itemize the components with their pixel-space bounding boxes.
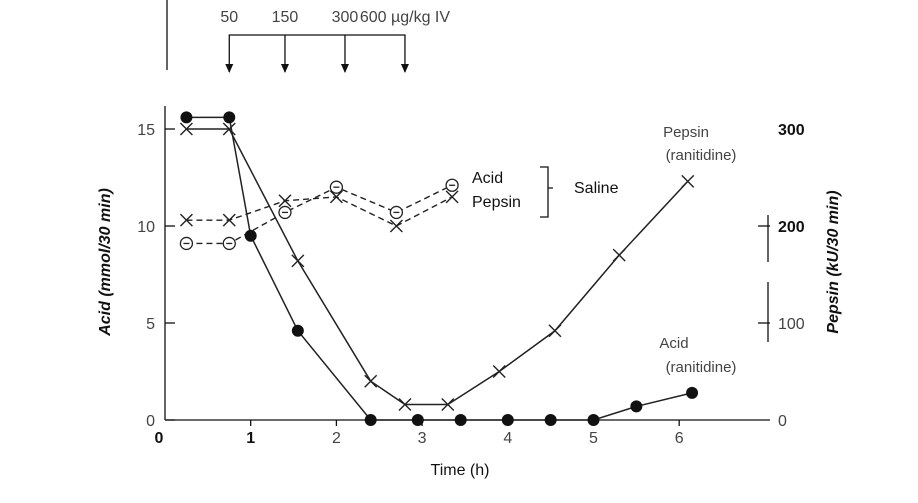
- x-tick-label: 2: [332, 430, 341, 447]
- dose-label: 50: [220, 9, 238, 26]
- series-label-acid-ranitidine-line1: Acid: [659, 335, 688, 352]
- data-point-cross: [179, 213, 193, 227]
- data-point-cross: [445, 190, 459, 204]
- data-point-filled: [364, 414, 377, 426]
- dose-annotation: 50 150 300 600 µg/kg IV: [220, 9, 450, 73]
- data-point-open: [329, 180, 344, 194]
- x-tick-label: 3: [418, 430, 427, 447]
- data-point-cross: [389, 219, 403, 233]
- data-point-cross: [681, 174, 695, 188]
- y-right-tick-label: 200: [778, 219, 805, 236]
- x-tick-label: 6: [675, 430, 684, 447]
- series-line: [186, 116, 693, 421]
- data-point-open: [445, 178, 459, 192]
- data-point-filled: [630, 400, 643, 413]
- data-point-cross: [291, 254, 305, 268]
- data-point-filled: [501, 414, 514, 426]
- data-point-filled: [291, 324, 304, 337]
- dose-label: 600 µg/kg IV: [360, 9, 450, 26]
- x-tick-label: 4: [503, 430, 512, 447]
- data-point-cross: [278, 194, 292, 208]
- saline-bracket: [540, 166, 553, 218]
- data-point-cross: [441, 397, 455, 411]
- dose-bracket: [228, 34, 406, 72]
- y-left-tick-label: 10: [137, 219, 155, 236]
- x-tick-label: 0: [155, 430, 164, 447]
- data-point-filled: [411, 414, 424, 426]
- data-point-filled: [587, 414, 600, 426]
- dose-arrowhead: [400, 64, 409, 73]
- data-point-cross: [612, 248, 626, 262]
- data-point-cross: [222, 122, 236, 136]
- data-point-cross: [222, 213, 236, 227]
- series-label-pepsin-ranitidine-line2: (ranitidine): [666, 147, 737, 164]
- data-point-filled: [544, 414, 557, 426]
- x-tick-label: 1: [246, 430, 255, 447]
- bracket-pepsin-label: Pepsin: [472, 194, 521, 211]
- tick-layer: 0 1 2 3 4 5 6 0 5 10 15 0 100 200 300: [137, 122, 805, 447]
- series-label-acid-ranitidine-line2: (ranitidine): [666, 359, 737, 376]
- y-left-tick-label: 15: [137, 122, 155, 139]
- data-point-filled: [454, 414, 467, 426]
- y-left-tick-label: 5: [146, 316, 155, 333]
- data-point-open: [278, 205, 292, 220]
- dose-label: 300: [332, 9, 359, 26]
- x-tick-label: 5: [589, 430, 598, 447]
- data-point-cross: [548, 324, 562, 338]
- y-right-tick-label: 300: [778, 122, 805, 139]
- series-label-pepsin-ranitidine-line1: Pepsin: [663, 124, 709, 141]
- dose-arrowhead: [225, 64, 234, 73]
- series-line: [186, 128, 689, 406]
- series-lines: [186, 116, 693, 421]
- data-point-open: [222, 236, 236, 251]
- data-point-cross: [492, 365, 506, 378]
- series-line: [186, 184, 453, 245]
- series-markers: [179, 111, 699, 426]
- left-y-axis-title: Acid (mmol/30 min): [97, 188, 114, 337]
- data-point-filled: [244, 229, 257, 242]
- data-point-filled: [180, 111, 193, 124]
- bracket-acid-label: Acid: [472, 170, 503, 187]
- y-right-tick-label: 0: [778, 413, 787, 430]
- dose-label: 150: [272, 9, 299, 26]
- data-point-filled: [223, 111, 236, 124]
- data-point-open: [179, 236, 194, 251]
- series-line: [186, 196, 453, 227]
- data-point-cross: [364, 374, 378, 388]
- x-axis-title: Time (h): [431, 462, 490, 479]
- data-point-open: [389, 205, 404, 220]
- data-point-filled: [686, 386, 699, 399]
- data-point-cross: [179, 122, 193, 136]
- data-point-cross: [398, 397, 412, 411]
- y-right-tick-label: 100: [778, 316, 805, 333]
- bracket-group-label: Saline: [574, 180, 619, 197]
- right-y-axis-title: Pepsin (kU/30 min): [825, 190, 842, 333]
- data-point-cross: [329, 190, 343, 204]
- dose-arrowhead: [340, 64, 349, 73]
- y-left-tick-label: 0: [146, 413, 155, 430]
- dose-arrowhead: [280, 64, 289, 73]
